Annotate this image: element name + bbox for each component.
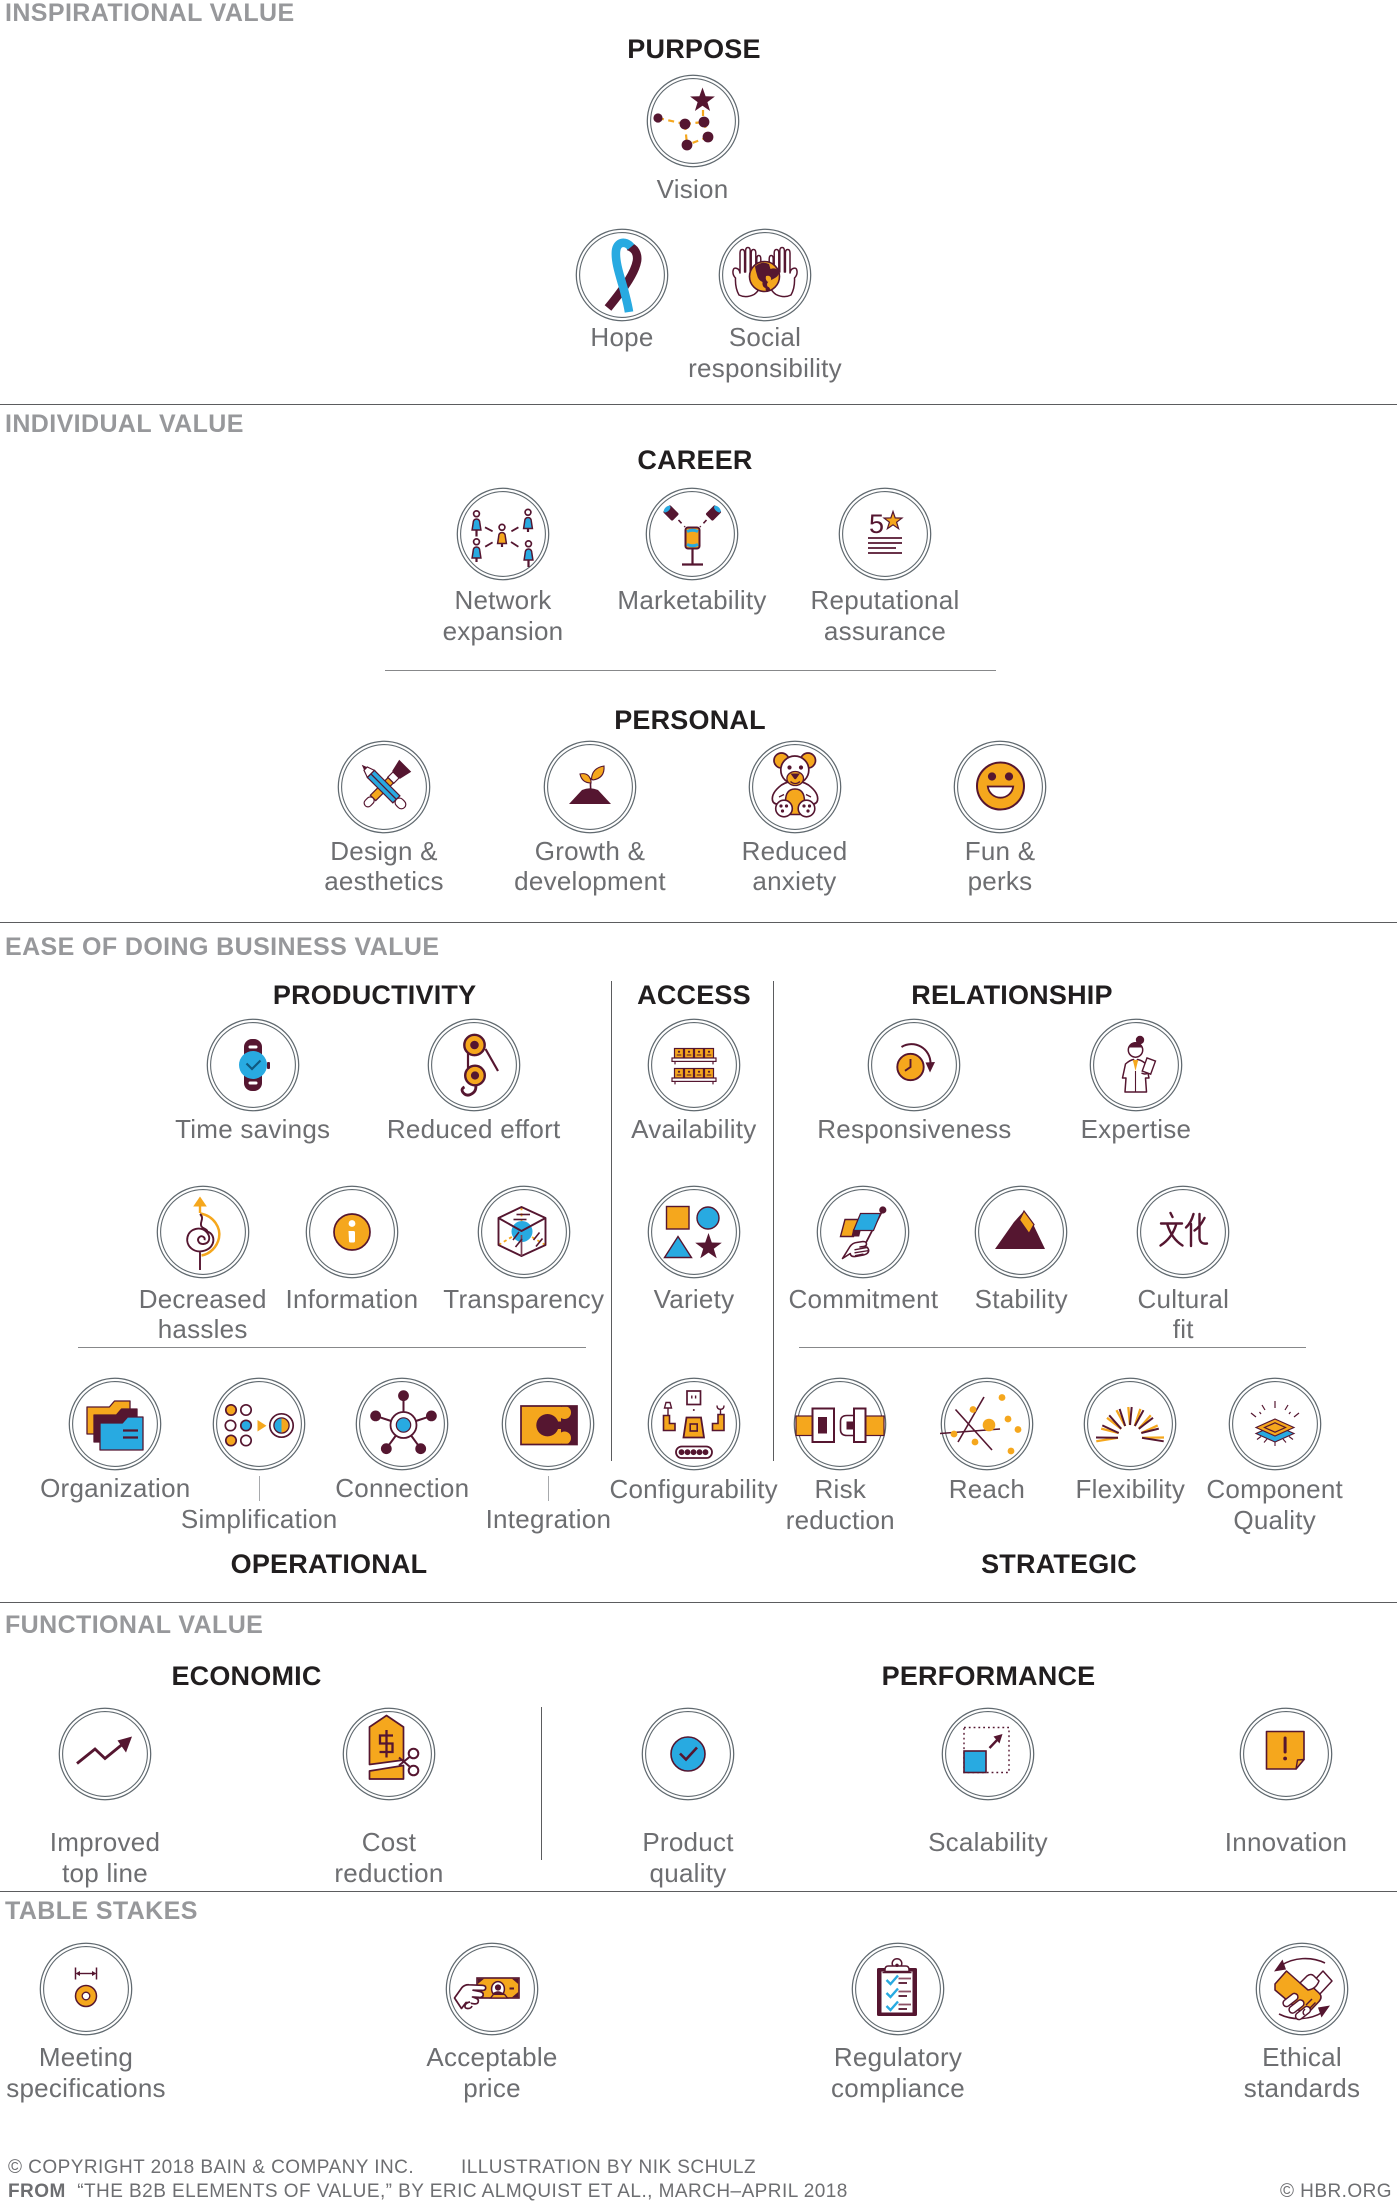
svg-text:5: 5 (869, 509, 884, 539)
